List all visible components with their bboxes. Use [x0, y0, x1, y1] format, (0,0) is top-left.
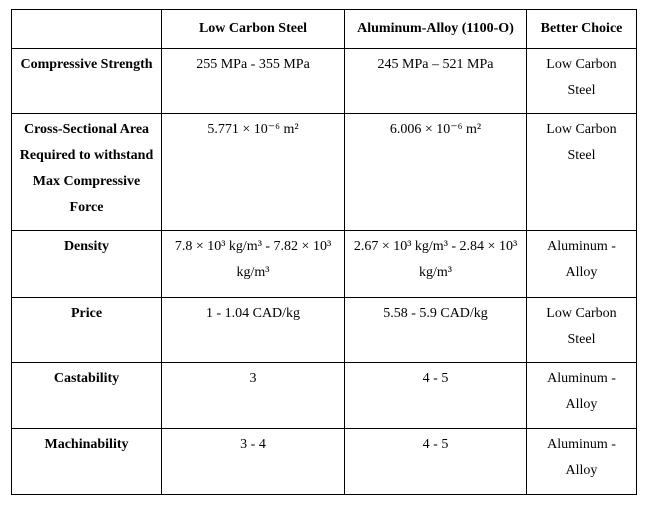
header-cell-empty — [11, 9, 162, 49]
better-choice-value: Aluminum - Alloy — [526, 230, 637, 298]
better-choice-value: Low Carbon Steel — [526, 297, 637, 363]
better-choice-value: Aluminum - Alloy — [526, 362, 637, 429]
property-label: Density — [11, 230, 162, 298]
aluminum-alloy-value: 4 - 5 — [344, 362, 527, 429]
header-row: Low Carbon Steel Aluminum-Alloy (1100-O)… — [11, 9, 637, 49]
aluminum-alloy-value: 6.006 × 10⁻⁶ m² — [344, 113, 527, 231]
aluminum-alloy-value: 5.58 - 5.9 CAD/kg — [344, 297, 527, 363]
property-label: Cross-Sectional Area Required to withsta… — [11, 113, 162, 231]
better-choice-value: Low Carbon Steel — [526, 48, 637, 114]
low-carbon-steel-value: 3 — [161, 362, 345, 429]
aluminum-alloy-value: 2.67 × 10³ kg/m³ - 2.84 × 10³ kg/m³ — [344, 230, 527, 298]
low-carbon-steel-value: 255 MPa - 355 MPa — [161, 48, 345, 114]
property-label: Price — [11, 297, 162, 363]
better-choice-value: Aluminum - Alloy — [526, 428, 637, 495]
table-row-cross-sectional-area: Cross-Sectional Area Required to withsta… — [11, 113, 637, 231]
table-row-machinability: Machinability 3 - 4 4 - 5 Aluminum - All… — [11, 428, 637, 495]
property-label: Compressive Strength — [11, 48, 162, 114]
low-carbon-steel-value: 3 - 4 — [161, 428, 345, 495]
low-carbon-steel-value: 5.771 × 10⁻⁶ m² — [161, 113, 345, 231]
table-row-price: Price 1 - 1.04 CAD/kg 5.58 - 5.9 CAD/kg … — [11, 297, 637, 363]
low-carbon-steel-value: 1 - 1.04 CAD/kg — [161, 297, 345, 363]
table-row-castability: Castability 3 4 - 5 Aluminum - Alloy — [11, 362, 637, 429]
property-label: Castability — [11, 362, 162, 429]
aluminum-alloy-value: 4 - 5 — [344, 428, 527, 495]
low-carbon-steel-value: 7.8 × 10³ kg/m³ - 7.82 × 10³ kg/m³ — [161, 230, 345, 298]
table-row-density: Density 7.8 × 10³ kg/m³ - 7.82 × 10³ kg/… — [11, 230, 637, 298]
table-row-compressive-strength: Compressive Strength 255 MPa - 355 MPa 2… — [11, 48, 637, 114]
header-cell-low-carbon-steel: Low Carbon Steel — [161, 9, 345, 49]
header-cell-aluminum-alloy: Aluminum-Alloy (1100-O) — [344, 9, 527, 49]
header-cell-better-choice: Better Choice — [526, 9, 637, 49]
better-choice-value: Low Carbon Steel — [526, 113, 637, 231]
material-comparison-table: Low Carbon Steel Aluminum-Alloy (1100-O)… — [11, 9, 637, 495]
aluminum-alloy-value: 245 MPa – 521 MPa — [344, 48, 527, 114]
property-label: Machinability — [11, 428, 162, 495]
